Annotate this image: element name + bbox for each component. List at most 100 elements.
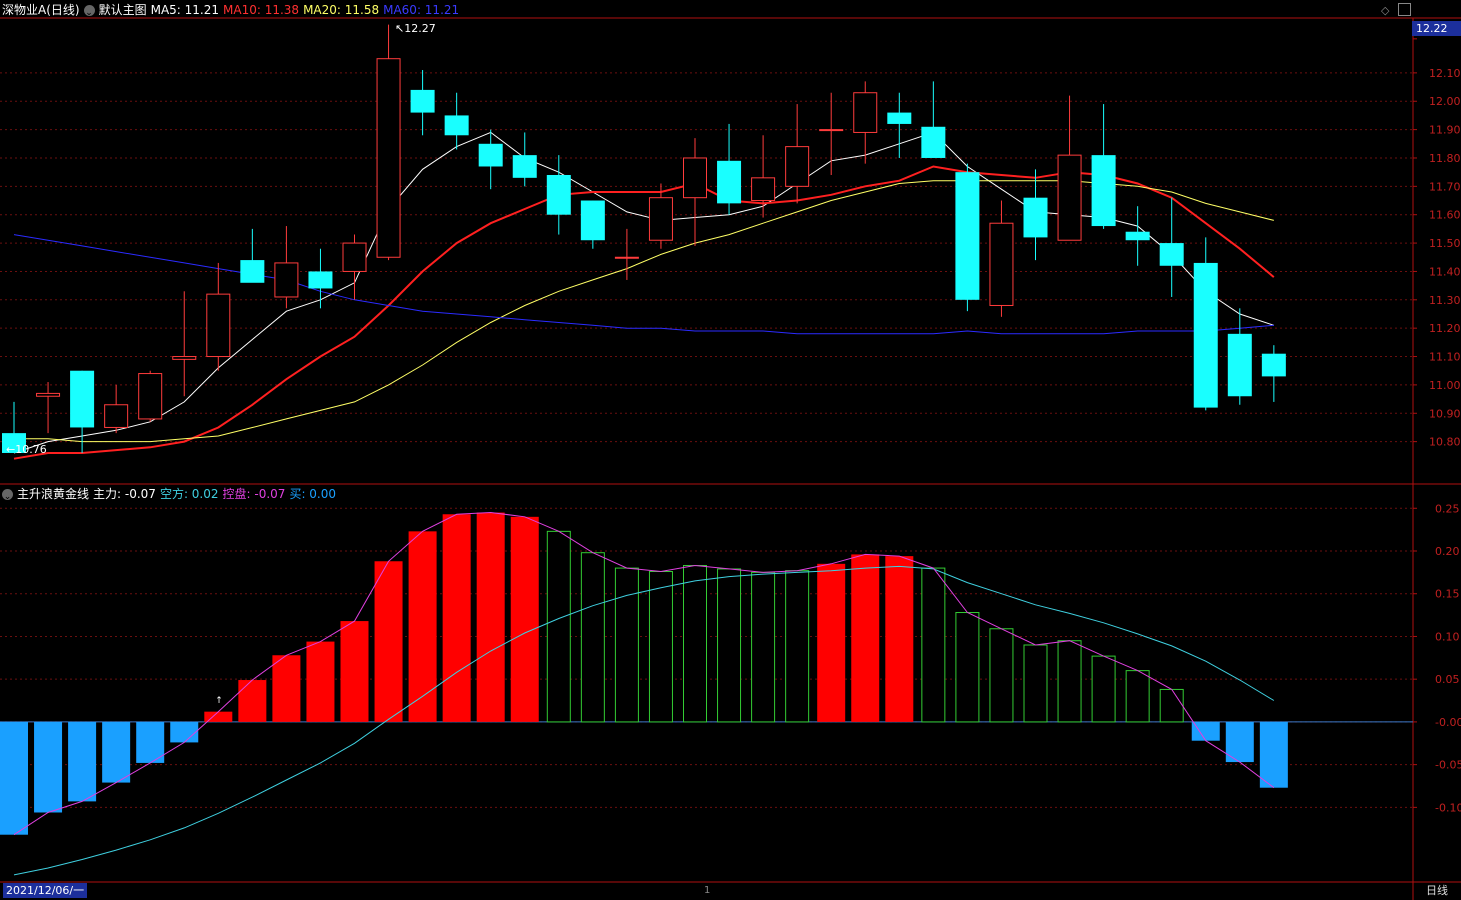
kongpan-line	[13, 511, 1275, 836]
main-chart-label[interactable]: 默认主图	[98, 3, 147, 17]
indicator-tick-label: 0.10	[1435, 630, 1460, 643]
zhuli-bar	[1125, 670, 1150, 723]
ma-line-ma5	[13, 131, 1275, 454]
indicator-tick-label: 0.20	[1435, 545, 1460, 558]
price-tick-label: 11.20	[1429, 322, 1461, 335]
candle	[376, 24, 401, 261]
candle	[683, 138, 707, 246]
price-tick-label: 11.80	[1429, 152, 1461, 165]
chart-settings-icon[interactable]: ⌄	[83, 4, 95, 18]
candle-body-down	[1261, 353, 1286, 377]
candle	[989, 200, 1014, 317]
indicator-tick-label: -0.05	[1435, 759, 1461, 772]
candle-body-down	[2, 433, 26, 453]
candle	[580, 200, 605, 249]
candle-body-up	[104, 404, 129, 428]
zhuli-bar	[68, 721, 97, 802]
stock-name[interactable]: 深物业A(日线)	[2, 3, 80, 17]
zhuli-bar	[0, 721, 28, 835]
period-button[interactable]: 日线	[1426, 884, 1448, 897]
price-chart-header: 深物业A(日线) ⌄ 默认主图 MA5: 11.21 MA10: 11.38 M…	[2, 2, 459, 18]
price-tick-label: 11.50	[1429, 237, 1461, 250]
zhuli-bar	[510, 516, 539, 722]
last-price-tag: 12.22	[1412, 21, 1461, 36]
candle-body-up	[206, 293, 231, 358]
kongpan-legend: 控盘: -0.07	[222, 487, 286, 501]
zhuli-bar	[648, 571, 673, 723]
candle-body-down	[580, 200, 605, 241]
candle-body-down	[546, 174, 571, 215]
indicator-tick-label: -0.00	[1435, 716, 1461, 729]
candle-body-up	[648, 197, 673, 241]
candle-body-down	[478, 143, 503, 167]
month-marker: 1	[704, 885, 711, 896]
candle-body-up	[785, 146, 810, 187]
candle	[342, 234, 367, 300]
candle	[240, 228, 265, 283]
indicator-lines	[13, 511, 1275, 876]
indicator-tick-label: 0.15	[1435, 588, 1460, 601]
zhuli-bar	[851, 554, 880, 722]
candle	[1261, 345, 1286, 402]
candle-body-up	[853, 92, 878, 133]
zhuli-bar	[1225, 721, 1254, 763]
zhuli-bar	[1159, 688, 1184, 723]
high-price-annotation: ↖12.27	[395, 22, 436, 35]
candle	[717, 123, 742, 215]
ma60-legend: MA60: 11.21	[383, 3, 460, 17]
candle	[444, 92, 469, 150]
indicator-name[interactable]: 主升浪黄金线	[17, 487, 90, 501]
price-tick-label: 11.00	[1429, 379, 1461, 392]
zhuli-bar	[1091, 655, 1116, 723]
candle-body-up	[683, 157, 707, 199]
zhuli-bar	[340, 621, 369, 722]
zhuli-bar	[204, 711, 233, 722]
candle-body-down	[717, 160, 742, 204]
right-axis: 12.10 12.00 11.90 11.80 11.70 11.60 11.50 11.40…	[0, 17, 1461, 900]
candle	[751, 135, 776, 218]
candle	[2, 401, 26, 453]
zhuli-bar	[921, 567, 946, 723]
price-tick-label: 12.00	[1429, 95, 1461, 108]
candle-body-up	[138, 373, 163, 420]
ma-line-ma60	[13, 234, 1274, 335]
candle	[104, 384, 129, 434]
indicator-tick-label: 0.25	[1435, 502, 1460, 515]
price-tick-label: 11.90	[1429, 124, 1461, 137]
zhuli-bar	[614, 567, 639, 723]
candle-body-up	[1057, 154, 1082, 241]
candle	[1091, 104, 1116, 229]
mai-legend: 买: 0.00	[289, 487, 337, 501]
zhuli-bar	[306, 641, 335, 722]
buy-arrow-icon: ↑	[215, 696, 223, 706]
zhuli-bar	[683, 565, 707, 723]
indicator-settings-icon[interactable]: ⌄	[2, 488, 13, 502]
zhuli-bar	[374, 561, 403, 722]
price-tick-label: 12.10	[1429, 67, 1461, 80]
zhuli-bar	[102, 721, 131, 783]
candle-body-up	[751, 177, 776, 202]
candle	[512, 132, 537, 187]
price-tick-label: 10.80	[1429, 436, 1461, 449]
zhuli-bar	[238, 680, 267, 722]
price-tick-label: 11.30	[1429, 294, 1461, 307]
candle-body-down	[1091, 155, 1116, 227]
candle	[819, 92, 844, 175]
window-toggle-icon[interactable]	[1398, 3, 1411, 16]
candle-body-down	[921, 126, 946, 158]
candle-body-down	[1125, 231, 1150, 241]
zhuli-bar	[955, 612, 980, 723]
candle	[70, 370, 95, 453]
candle	[785, 104, 810, 204]
candle-body-down	[1227, 333, 1252, 397]
zhuli-bar	[885, 556, 914, 722]
ma10-legend: MA10: 11.38	[223, 3, 300, 17]
diamond-icon[interactable]: ◇	[1381, 4, 1390, 17]
zhuli-bar	[1191, 721, 1220, 741]
zhuli-bar	[785, 570, 810, 723]
zhuli-bar	[817, 563, 846, 722]
ma5-legend: MA5: 11.21	[150, 3, 220, 17]
candle	[853, 81, 878, 164]
candle-body-up	[172, 356, 197, 360]
